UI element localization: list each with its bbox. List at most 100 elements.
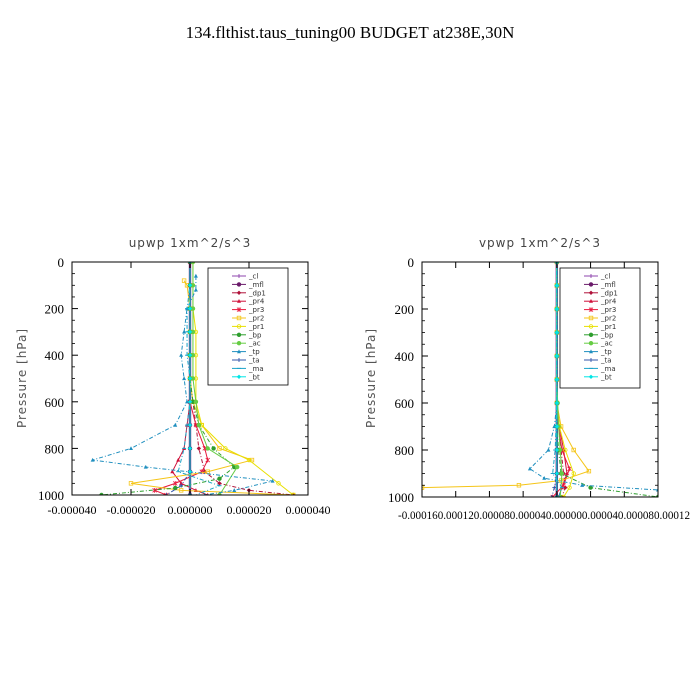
data-point-pr2: [178, 488, 184, 493]
legend-label: _dp1: [248, 289, 266, 297]
y-tick-label: 1000: [388, 490, 414, 505]
data-point-ta: [164, 493, 169, 495]
x-tick-label: 0.000040: [286, 503, 331, 517]
legend-marker: [589, 274, 593, 278]
legend-label: _bt: [600, 373, 612, 381]
data-point-tp: [580, 483, 585, 487]
axis-ticks-vpwp: 0 200 400 600 800 1000 -0.000160.000120.000080…: [388, 255, 690, 522]
y-tick-label: 200: [395, 302, 415, 317]
data-point-tp: [542, 476, 547, 480]
data-point-tp: [270, 478, 275, 483]
data-point-bt: [554, 353, 560, 359]
legend-label: _bp: [600, 331, 614, 339]
legend-box: [207, 267, 289, 386]
data-point-tp: [527, 466, 532, 471]
y-tick-label: 0: [58, 255, 65, 270]
legend-marker: [237, 274, 241, 278]
legend-vpwp: _cl_mfl_dp1_pr4_pr3_pr2_pr1_bp_ac_tp_ta_…: [559, 267, 641, 389]
legend-marker: [588, 307, 594, 312]
legend-label: _tp: [600, 348, 612, 356]
y-tick-label: 400: [45, 348, 65, 363]
panel-upwp: upwp 1xm^2/s^3 Pressure [hPa] 0 200 400 600…: [15, 236, 331, 517]
data-point-bt: [187, 353, 193, 358]
data-point-pr1: [563, 447, 568, 453]
data-point-bp: [211, 446, 216, 451]
legend-marker: [588, 315, 594, 321]
data-point-bt: [554, 447, 560, 453]
y-tick-label: 600: [395, 396, 415, 411]
legend-marker: [236, 307, 242, 312]
data-point-pr3: [152, 487, 157, 493]
legend-label: _pr2: [248, 315, 264, 323]
legend-label: _pr4: [600, 298, 617, 306]
data-point-bt: [187, 469, 193, 474]
legend-marker: [589, 299, 593, 303]
legend-marker: [589, 358, 593, 362]
legend-marker: [236, 315, 242, 321]
data-point-ta: [552, 485, 557, 490]
data-point-ta: [179, 483, 184, 488]
data-point-tp: [173, 422, 178, 427]
data-point-bp: [217, 476, 222, 481]
legend-label: _bp: [248, 331, 262, 339]
x-tick-labels: -0.000160.000120.000080.000040.000000.00…: [398, 508, 690, 522]
legend-label: _mfl: [248, 281, 264, 289]
x-tick-label: -0.000020: [107, 503, 156, 517]
panel-title-vpwp: vpwp 1xm^2/s^3: [479, 236, 601, 250]
legend-upwp: _cl_mfl_dp1_pr4_pr3_pr2_pr1_bp_ac_tp_ta_…: [207, 267, 289, 386]
data-point-tp: [143, 464, 148, 469]
data-point-dp1: [217, 481, 222, 486]
data-point-pr3: [550, 494, 555, 497]
data-point-bt: [187, 376, 193, 381]
y-axis-label-vpwp: Pressure [hPa]: [364, 328, 378, 428]
data-point-pr3: [561, 482, 566, 488]
data-point-pr3: [205, 457, 210, 463]
data-point-pr2: [128, 481, 134, 486]
data-point-tp: [193, 287, 198, 292]
legend-label: _ta: [248, 357, 260, 365]
data-point-bt: [554, 400, 560, 406]
legend-label: _pr3: [600, 306, 616, 314]
legend-marker: [236, 341, 242, 346]
data-point-dp1: [563, 485, 568, 490]
legend-marker: [237, 349, 241, 354]
y-tick-label: 200: [45, 302, 65, 317]
legend-label: _pr2: [600, 315, 616, 323]
y-tick-label: 800: [395, 443, 415, 458]
data-point-pr4: [179, 481, 184, 485]
figure-title: 134.flthist.taus_tuning00 BUDGET at238E,…: [186, 23, 515, 42]
legend-label: _cl: [248, 273, 258, 281]
data-point-pr1: [561, 494, 566, 497]
series-line-tp: [92, 275, 273, 495]
data-point-pr2: [217, 446, 222, 451]
data-point-tp: [203, 492, 206, 495]
legend-label: _pr1: [600, 323, 616, 331]
data-point-ac: [196, 422, 202, 428]
axis-ticks-upwp: 0 200 400 600 800 1000-0.000040 -0.000020 0.000…: [38, 255, 331, 517]
legend-marker: [237, 299, 241, 303]
data-point-dp1: [196, 446, 202, 451]
x-tick-label: 0.000020: [227, 503, 272, 517]
legend-label: _pr3: [248, 306, 264, 314]
legend-label: _ac: [248, 340, 261, 348]
legend-label: _ma: [248, 365, 264, 373]
data-point-pr2: [181, 278, 187, 283]
data-point-pr3: [567, 466, 572, 472]
data-point-bt: [554, 283, 560, 288]
data-point-pr1: [567, 485, 572, 490]
legend-marker: [588, 282, 594, 287]
data-point-pr1: [291, 492, 296, 495]
data-point-pr2: [516, 483, 522, 488]
data-point-tp: [90, 457, 95, 462]
data-point-pr4: [176, 457, 181, 462]
legend-label: _dp1: [600, 289, 618, 297]
data-point-bt: [554, 377, 560, 382]
data-point-bt: [187, 329, 193, 335]
data-point-bt: [187, 422, 193, 428]
data-point-ac: [205, 446, 210, 451]
plot-area-upwp: [90, 262, 296, 495]
legend-marker: [236, 332, 242, 337]
legend-marker: [588, 332, 594, 337]
legend-label: _cl: [600, 273, 610, 281]
data-point-pr1: [246, 457, 252, 463]
